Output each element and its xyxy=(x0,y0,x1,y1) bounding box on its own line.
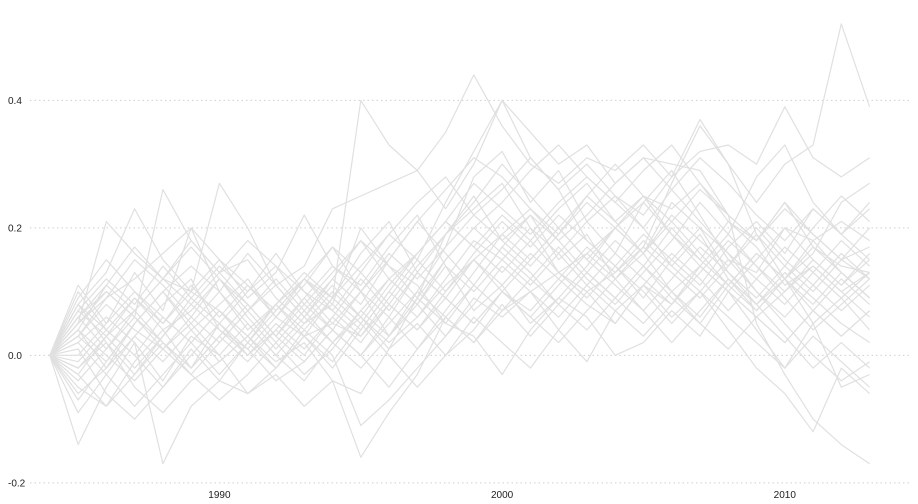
series-line-8 xyxy=(49,144,871,356)
series-line-20 xyxy=(49,157,871,356)
series-line-27 xyxy=(49,214,871,395)
series-line-21 xyxy=(49,271,871,388)
gridlines xyxy=(30,99,912,484)
series-line-35 xyxy=(49,214,871,356)
x-axis: 1990 2000 2010 xyxy=(208,490,796,501)
y-tick-label: -0.2 xyxy=(8,478,26,489)
series-line-4 xyxy=(49,125,870,395)
series-line-22 xyxy=(49,189,871,356)
series-lines xyxy=(49,23,871,465)
series-line-10 xyxy=(49,195,871,369)
x-tick-label: 2010 xyxy=(774,490,797,501)
series-line-9 xyxy=(49,284,871,433)
x-tick-label: 1990 xyxy=(208,490,231,501)
series-line-24 xyxy=(49,163,871,356)
y-tick-label: 0.2 xyxy=(8,223,22,234)
series-line-28 xyxy=(49,157,871,356)
series-line-30 xyxy=(49,201,871,382)
series-line-5 xyxy=(49,150,871,414)
series-line-23 xyxy=(49,252,871,382)
y-tick-label: 0.0 xyxy=(8,351,22,362)
series-line-19 xyxy=(49,240,871,401)
y-tick-label: 0.4 xyxy=(8,96,22,107)
series-line-32 xyxy=(49,227,871,369)
series-line-34 xyxy=(49,214,871,407)
series-line-17 xyxy=(49,195,871,376)
y-axis: -0.2 0.0 0.2 0.4 xyxy=(8,96,26,489)
series-line-31 xyxy=(49,240,871,369)
series-line-33 xyxy=(49,227,871,363)
series-line-3 xyxy=(49,99,870,356)
series-line-11 xyxy=(49,157,871,356)
series-line-1 xyxy=(49,23,871,356)
series-line-2 xyxy=(49,99,870,465)
x-tick-label: 2000 xyxy=(491,490,514,501)
